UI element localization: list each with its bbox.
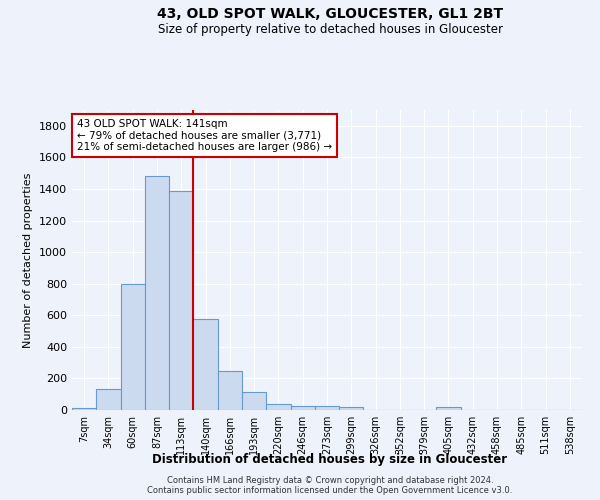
Text: 43 OLD SPOT WALK: 141sqm
← 79% of detached houses are smaller (3,771)
21% of sem: 43 OLD SPOT WALK: 141sqm ← 79% of detach… bbox=[77, 119, 332, 152]
Text: Size of property relative to detached houses in Gloucester: Size of property relative to detached ho… bbox=[157, 22, 503, 36]
Bar bbox=[436, 407, 461, 410]
Y-axis label: Number of detached properties: Number of detached properties bbox=[23, 172, 34, 348]
Bar bbox=[169, 190, 193, 410]
Text: Distribution of detached houses by size in Gloucester: Distribution of detached houses by size … bbox=[152, 452, 508, 466]
Text: Contains HM Land Registry data © Crown copyright and database right 2024.
Contai: Contains HM Land Registry data © Crown c… bbox=[148, 476, 512, 495]
Bar bbox=[145, 176, 169, 410]
Text: 43, OLD SPOT WALK, GLOUCESTER, GL1 2BT: 43, OLD SPOT WALK, GLOUCESTER, GL1 2BT bbox=[157, 8, 503, 22]
Bar bbox=[266, 404, 290, 410]
Bar bbox=[193, 319, 218, 410]
Bar bbox=[315, 406, 339, 410]
Bar bbox=[290, 406, 315, 410]
Bar bbox=[121, 284, 145, 410]
Bar bbox=[218, 370, 242, 410]
Bar bbox=[72, 408, 96, 410]
Bar bbox=[96, 390, 121, 410]
Bar bbox=[242, 392, 266, 410]
Bar bbox=[339, 407, 364, 410]
